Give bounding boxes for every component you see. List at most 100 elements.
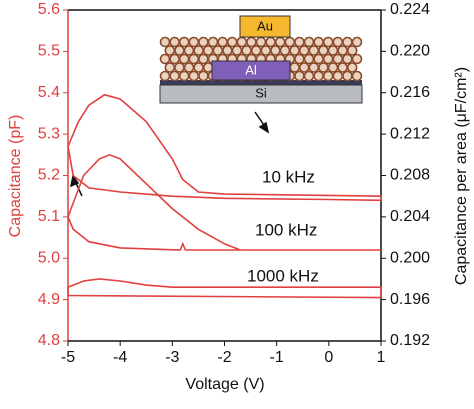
al-electrode <box>211 60 291 81</box>
y2-tick-label: 0.216 <box>390 84 430 101</box>
y2-tick-label: 0.200 <box>390 249 430 266</box>
bead <box>322 70 334 82</box>
bead <box>351 36 363 48</box>
bead <box>159 36 171 48</box>
bead <box>298 45 310 56</box>
bead <box>231 45 243 56</box>
y-tick-label: 5.0 <box>38 249 60 266</box>
bead <box>188 53 200 65</box>
y2-tick-label: 0.204 <box>390 208 430 225</box>
y-tick-label: 5.5 <box>38 43 60 60</box>
bead <box>294 36 305 48</box>
series-line <box>67 93 382 202</box>
bead <box>342 53 353 65</box>
bead <box>342 70 353 82</box>
y2-axis-label: Capacitance per area (μF/cm²) <box>453 67 470 285</box>
x-tick-label: 0 <box>324 349 333 366</box>
bead <box>332 70 344 82</box>
bead <box>178 53 190 65</box>
arrow-head <box>258 121 270 134</box>
bead <box>188 70 200 82</box>
bead <box>169 36 180 48</box>
bead <box>332 36 344 48</box>
bead <box>164 62 176 73</box>
y-tick-label: 4.9 <box>38 291 60 308</box>
bead <box>322 53 334 65</box>
x-tick-label: -3 <box>165 349 179 366</box>
bead <box>294 53 305 65</box>
dielectric-layer <box>160 80 362 85</box>
bead <box>198 36 209 48</box>
bead <box>351 70 363 82</box>
x-tick-label: 1 <box>377 349 386 366</box>
bead <box>174 45 185 56</box>
bead <box>217 36 228 48</box>
bead <box>222 45 233 56</box>
series-line <box>67 153 381 251</box>
au-electrode <box>239 15 291 38</box>
y-tick-label: 5.1 <box>38 208 60 225</box>
bead <box>183 45 195 56</box>
bead <box>308 45 320 56</box>
bead <box>198 70 209 82</box>
bead <box>294 70 305 82</box>
inset-label: Al <box>245 62 257 77</box>
bead <box>346 45 358 56</box>
bead <box>308 62 320 73</box>
bead <box>322 36 334 48</box>
bead <box>270 45 281 56</box>
inset: Au Al Si <box>159 15 363 104</box>
bead <box>198 53 209 65</box>
bead <box>159 53 171 65</box>
y-axis-label: Capacitance (pF) <box>7 115 24 238</box>
bead <box>303 53 315 65</box>
bead <box>250 45 262 56</box>
bead <box>255 36 267 48</box>
bead <box>226 36 238 48</box>
y-tick-label: 4.8 <box>38 332 60 349</box>
bead <box>327 62 339 73</box>
series-label: 10 kHz <box>262 167 315 186</box>
bead <box>303 36 315 48</box>
y2-tick-label: 0.208 <box>390 167 430 184</box>
bead <box>193 45 204 56</box>
bead <box>313 36 324 48</box>
series-label: 100 kHz <box>255 220 317 239</box>
bead <box>303 70 315 82</box>
bead <box>202 62 214 73</box>
bead <box>337 62 348 73</box>
y2-tick-label: 0.224 <box>390 1 430 18</box>
y-tick-label: 5.2 <box>38 167 60 184</box>
bead <box>289 45 300 56</box>
bead <box>346 62 358 73</box>
bead <box>236 36 248 48</box>
bead <box>265 36 276 48</box>
bead <box>178 36 190 48</box>
bead <box>342 36 353 48</box>
y2-tick-label: 0.220 <box>390 43 430 60</box>
bead <box>284 36 296 48</box>
bead <box>289 62 300 73</box>
bead <box>164 45 176 56</box>
bead <box>159 70 171 82</box>
bead <box>337 45 348 56</box>
bead <box>174 62 185 73</box>
bead <box>193 62 204 73</box>
bead <box>279 45 291 56</box>
bead <box>202 45 214 56</box>
x-tick-label: -5 <box>61 349 75 366</box>
bead <box>332 53 344 65</box>
bead <box>313 53 324 65</box>
y2-tick-label: 0.196 <box>390 291 430 308</box>
x-tick-label: -4 <box>113 349 127 366</box>
bead <box>318 62 329 73</box>
x-axis-label: Voltage (V) <box>185 376 264 393</box>
bead <box>327 45 339 56</box>
x-tick-label: -2 <box>217 349 231 366</box>
bead <box>207 36 219 48</box>
x-tick-label: -1 <box>270 349 284 366</box>
inset-label: Au <box>257 18 273 33</box>
bead <box>246 36 257 48</box>
bead <box>169 53 180 65</box>
